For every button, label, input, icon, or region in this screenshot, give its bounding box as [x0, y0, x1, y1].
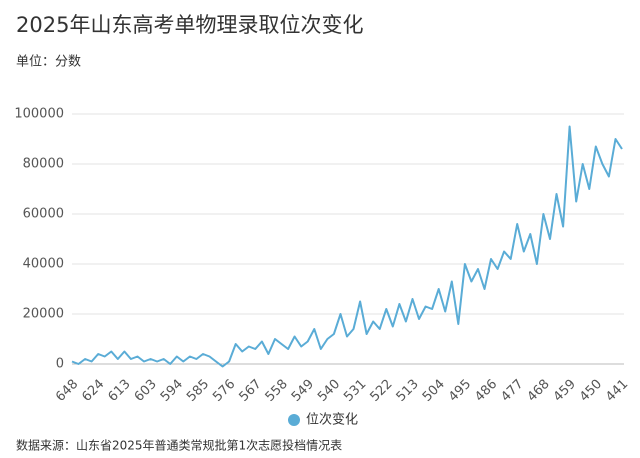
- legend-swatch: [288, 414, 300, 426]
- x-tick-label: 603: [132, 377, 160, 405]
- x-tick-label: 567: [236, 377, 264, 405]
- x-tick-label: 531: [341, 377, 369, 405]
- x-tick-label: 477: [498, 377, 526, 405]
- y-tick-label: 0: [56, 357, 64, 372]
- x-tick-label: 540: [315, 377, 343, 405]
- source-note: 数据来源：山东省2025年普通类常规批第1次志愿投档情况表: [16, 438, 342, 453]
- x-tick-label: 648: [53, 377, 81, 405]
- legend-label: 位次变化: [306, 412, 358, 428]
- x-tick-label: 441: [603, 377, 631, 405]
- chart-title: 2025年山东高考单物理录取位次变化: [16, 13, 363, 37]
- y-tick-label: 40000: [23, 257, 64, 272]
- x-tick-label: 468: [525, 377, 553, 405]
- x-tick-label: 558: [263, 377, 291, 405]
- x-tick-label: 594: [158, 377, 186, 405]
- x-tick-label: 450: [577, 377, 605, 405]
- x-tick-label: 613: [106, 377, 134, 405]
- x-tick-label: 585: [184, 377, 212, 405]
- y-tick-label: 60000: [23, 207, 64, 222]
- x-tick-label: 522: [367, 377, 395, 405]
- chart-subtitle: 单位：分数: [16, 55, 81, 70]
- y-tick-label: 80000: [23, 157, 64, 172]
- x-tick-label: 459: [551, 377, 579, 405]
- x-tick-label: 549: [289, 377, 317, 405]
- data-line: [71, 125, 623, 368]
- x-tick-label: 495: [446, 377, 474, 405]
- x-tick-label: 504: [420, 377, 448, 405]
- x-tick-label: 576: [210, 377, 238, 405]
- x-tick-label: 486: [472, 377, 500, 405]
- x-tick-label: 513: [394, 377, 422, 405]
- x-tick-label: 624: [79, 377, 107, 405]
- y-tick-label: 20000: [23, 307, 64, 322]
- y-tick-label: 100000: [14, 107, 64, 122]
